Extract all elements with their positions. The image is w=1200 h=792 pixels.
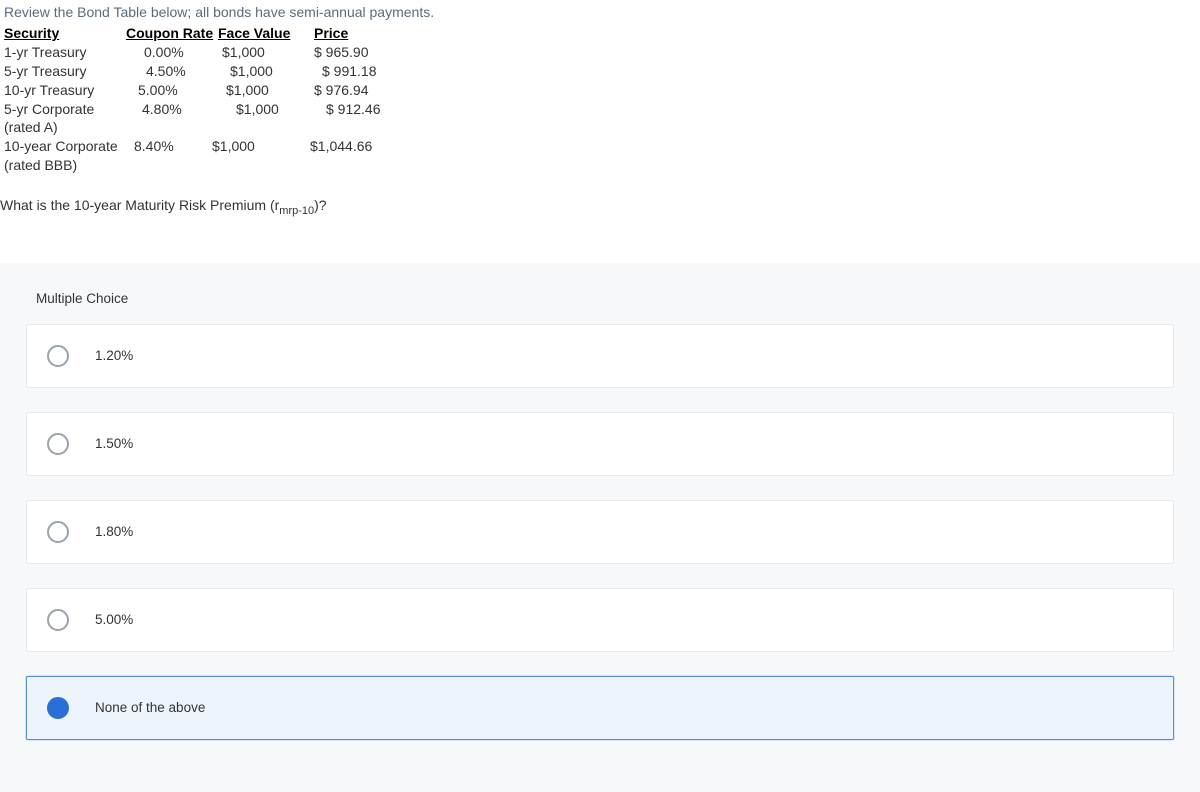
note-rated-bbb: (rated BBB) (4, 156, 126, 175)
question-intro: Review the Bond Table below; all bonds h… (0, 0, 1200, 24)
option-label: None of the above (95, 700, 205, 715)
cell-price: $ 912.46 (314, 100, 414, 119)
cell-security: 1-yr Treasury (4, 43, 126, 62)
table-row: 5-yr Corporate 4.80% $1,000 $ 912.46 (4, 100, 1196, 119)
cell-security: 5-yr Treasury (4, 62, 126, 81)
option-label: 1.20% (95, 348, 133, 363)
option-label: 1.80% (95, 524, 133, 539)
cell-coupon: 5.00% (126, 81, 218, 100)
table-row: 10-year Corporate 8.40% $1,000 $1,044.66 (4, 137, 1196, 156)
cell-face: $1,000 (218, 100, 314, 119)
table-row: 1-yr Treasury 0.00% $1,000 $ 965.90 (4, 43, 1196, 62)
cell-price: $ 965.90 (314, 43, 414, 62)
cell-security: 10-yr Treasury (4, 81, 126, 100)
header-coupon: Coupon Rate (126, 24, 218, 43)
question-suffix: )? (314, 197, 326, 213)
cell-face: $1,000 (218, 43, 314, 62)
question-prefix: What is the 10-year Maturity Risk Premiu… (0, 197, 279, 213)
cell-coupon: 0.00% (126, 43, 218, 62)
note-rated-a: (rated A) (4, 118, 126, 137)
cell-coupon: 8.40% (134, 137, 208, 156)
header-price: Price (314, 24, 414, 43)
question-text: What is the 10-year Maturity Risk Premiu… (0, 179, 1200, 223)
multiple-choice-label: Multiple Choice (0, 263, 1200, 324)
cell-security: 10-year Corporate (4, 137, 134, 156)
option-label: 5.00% (95, 612, 133, 627)
cell-price: $1,044.66 (310, 137, 410, 156)
cell-coupon: 4.50% (126, 62, 218, 81)
table-row: 5-yr Treasury 4.50% $1,000 $ 991.18 (4, 62, 1196, 81)
table-note: (rated A) (4, 118, 1196, 137)
option-5[interactable]: None of the above (26, 676, 1174, 740)
answer-section: Multiple Choice 1.20% 1.50% 1.80% 5.00% … (0, 263, 1200, 792)
table-header-row: Security Coupon Rate Face Value Price (4, 24, 1196, 43)
header-security: Security (4, 24, 126, 43)
option-label: 1.50% (95, 436, 133, 451)
radio-icon (47, 345, 69, 367)
question-subscript: mrp-10 (279, 205, 314, 217)
cell-price: $ 991.18 (314, 62, 414, 81)
cell-security: 5-yr Corporate (4, 100, 126, 119)
cell-price: $ 976.94 (314, 81, 414, 100)
cell-face: $1,000 (218, 62, 314, 81)
bond-table: Security Coupon Rate Face Value Price 1-… (0, 24, 1200, 179)
cell-coupon: 4.80% (126, 100, 218, 119)
radio-icon (47, 697, 69, 719)
option-2[interactable]: 1.50% (26, 412, 1174, 476)
header-face: Face Value (218, 24, 314, 43)
radio-icon (47, 433, 69, 455)
cell-face: $1,000 (208, 137, 310, 156)
option-3[interactable]: 1.80% (26, 500, 1174, 564)
radio-icon (47, 609, 69, 631)
option-1[interactable]: 1.20% (26, 324, 1174, 388)
cell-face: $1,000 (218, 81, 314, 100)
table-row: 10-yr Treasury 5.00% $1,000 $ 976.94 (4, 81, 1196, 100)
option-4[interactable]: 5.00% (26, 588, 1174, 652)
table-note: (rated BBB) (4, 156, 1196, 175)
radio-icon (47, 521, 69, 543)
